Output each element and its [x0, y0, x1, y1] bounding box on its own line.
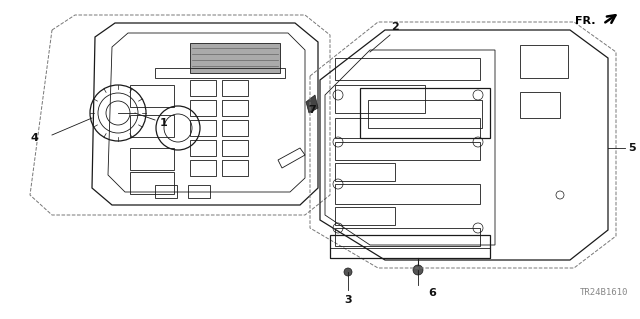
Text: TR24B1610: TR24B1610: [580, 288, 628, 297]
Text: 1: 1: [160, 118, 168, 128]
Text: 6: 6: [428, 288, 436, 298]
Text: 3: 3: [344, 295, 352, 305]
Text: 4: 4: [30, 133, 38, 143]
Circle shape: [413, 265, 423, 275]
Text: 2: 2: [391, 22, 399, 32]
Text: 7: 7: [308, 105, 316, 115]
Polygon shape: [306, 95, 318, 113]
Text: 5: 5: [628, 143, 636, 153]
Circle shape: [344, 268, 352, 276]
Text: FR.: FR.: [575, 16, 596, 26]
Polygon shape: [190, 43, 280, 73]
